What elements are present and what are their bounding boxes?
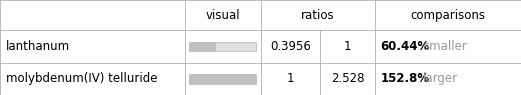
- Text: 1: 1: [287, 72, 294, 85]
- Bar: [189, 74, 256, 84]
- Text: 2.528: 2.528: [331, 72, 365, 85]
- Text: lanthanum: lanthanum: [6, 40, 70, 53]
- Text: molybdenum(IV) telluride: molybdenum(IV) telluride: [6, 72, 158, 85]
- Text: ratios: ratios: [301, 9, 334, 22]
- Text: visual: visual: [205, 9, 240, 22]
- Text: 152.8%: 152.8%: [380, 72, 429, 85]
- Text: larger: larger: [423, 72, 458, 85]
- Text: comparisons: comparisons: [411, 9, 486, 22]
- Text: 60.44%: 60.44%: [380, 40, 430, 53]
- Bar: [189, 42, 256, 51]
- Text: 0.3956: 0.3956: [270, 40, 311, 53]
- Text: smaller: smaller: [423, 40, 467, 53]
- Bar: [189, 42, 216, 51]
- Bar: [189, 74, 256, 84]
- Text: 1: 1: [344, 40, 352, 53]
